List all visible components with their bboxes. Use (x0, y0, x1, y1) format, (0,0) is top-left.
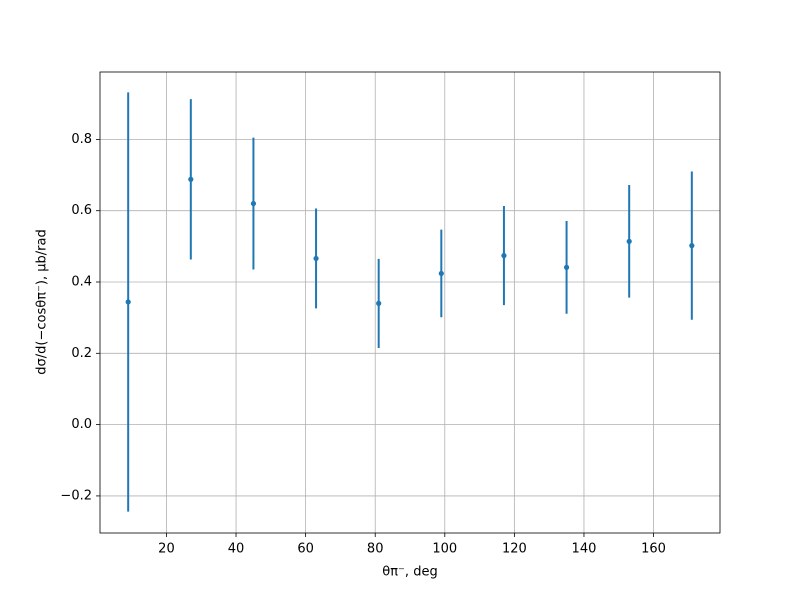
x-tick-label: 80 (367, 542, 384, 557)
x-tick-label: 120 (502, 542, 527, 557)
x-tick-label: 140 (572, 542, 597, 557)
data-point (689, 243, 695, 249)
y-axis-label: dσ/d(−cosθπ⁻), μb/rad (35, 229, 50, 374)
data-point (313, 255, 319, 262)
data-point (626, 238, 632, 244)
x-tick-label: 20 (158, 542, 175, 557)
y-tick-label: 0.8 (71, 132, 92, 147)
data-point (563, 264, 570, 270)
x-tick-label: 100 (432, 542, 457, 557)
x-tick-label: 60 (297, 542, 314, 557)
data-point (376, 300, 382, 306)
y-tick-label: 0.6 (71, 203, 92, 218)
data-point (438, 270, 444, 277)
y-tick-label: −0.2 (60, 488, 92, 503)
data-point (250, 200, 257, 207)
y-tick-label: 0.0 (71, 417, 92, 432)
y-tick-label: 0.2 (71, 346, 92, 361)
data-point (188, 176, 194, 182)
x-axis-label: θπ⁻, deg (382, 565, 437, 580)
x-tick-label: 160 (641, 542, 666, 557)
y-tick-label: 0.4 (71, 274, 92, 289)
data-point (501, 253, 507, 259)
x-tick-label: 40 (228, 542, 245, 557)
plot-frame (99, 71, 721, 534)
data-point (125, 299, 131, 305)
